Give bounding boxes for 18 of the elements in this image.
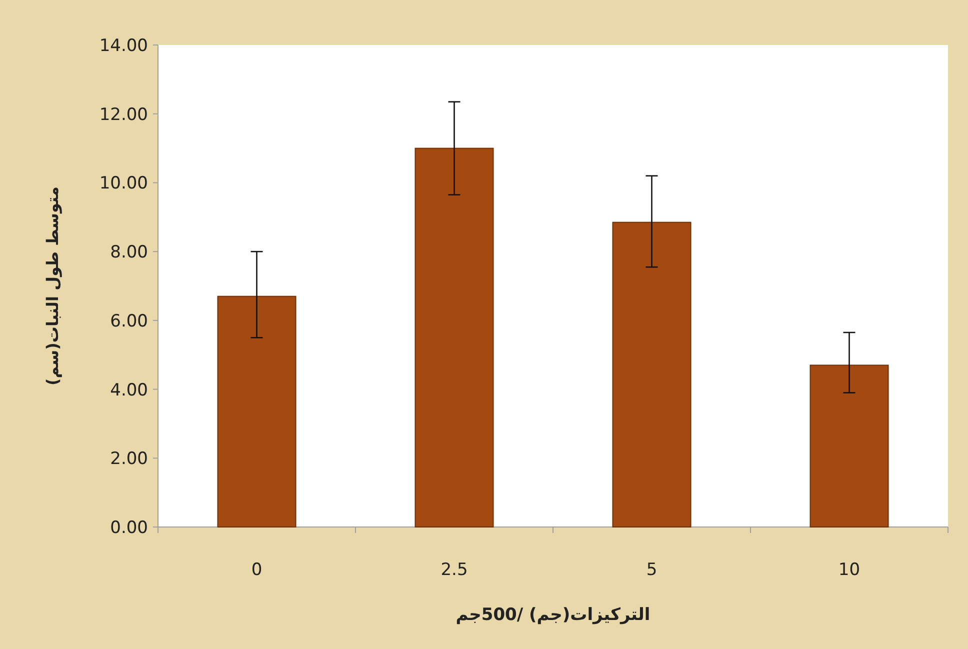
bar bbox=[810, 364, 889, 528]
y-tick-label: 14.00 bbox=[99, 36, 148, 56]
y-tick-label: 10.00 bbox=[99, 174, 148, 194]
x-axis-title: التركيزات(جم) /500جم bbox=[456, 605, 650, 625]
y-tick-label: 6.00 bbox=[110, 311, 148, 332]
y-tick-label: 12.00 bbox=[99, 104, 148, 125]
y-tick-label: 0.00 bbox=[110, 518, 148, 538]
x-tick-label: 5 bbox=[646, 560, 658, 580]
y-tick-label: 4.00 bbox=[110, 380, 148, 400]
y-tick-label: 8.00 bbox=[110, 242, 148, 263]
x-tick-label: 0 bbox=[251, 560, 262, 580]
bar bbox=[612, 222, 692, 528]
x-tick-label: 2.5 bbox=[440, 560, 468, 580]
y-tick-label: 2.00 bbox=[110, 449, 148, 470]
y-axis-title: متوسط طول النبات(سم) bbox=[43, 186, 62, 386]
x-tick-label: 10 bbox=[838, 560, 860, 580]
bar bbox=[414, 148, 494, 528]
bar bbox=[217, 296, 296, 528]
